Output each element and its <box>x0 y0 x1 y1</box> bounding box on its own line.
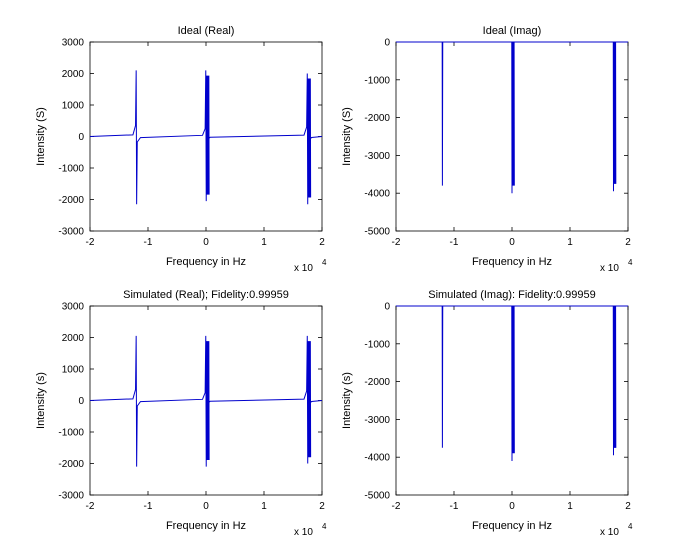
x-multiplier: x 10 <box>600 263 619 274</box>
y-axis-label: Intensity (s) <box>35 372 47 429</box>
y-tick-label: 0 <box>78 132 84 143</box>
y-axis-label: Intensity (S) <box>341 107 353 166</box>
y-tick-label: -2000 <box>364 113 390 124</box>
x-axis-label: Frequency in Hz <box>166 256 246 268</box>
chart-title: Ideal (Real) <box>178 25 235 37</box>
x-tick-label: 0 <box>509 501 515 512</box>
y-tick-label: -3000 <box>364 151 390 162</box>
y-tick-label: -4000 <box>364 453 390 464</box>
x-multiplier-exponent: 4 <box>322 258 327 267</box>
x-multiplier: x 10 <box>600 527 619 538</box>
chart-2: Ideal (Imag) -2 -1 0 1 2 0 -1000 -2000 -3000 -4000… <box>341 25 633 274</box>
x-tick-label: -2 <box>392 237 401 248</box>
x-multiplier: x 10 <box>294 527 313 538</box>
chart-4: Simulated (Imag): Fidelity:0.99959 -2 -1 0 1… <box>341 289 633 538</box>
y-tick-label: -3000 <box>364 415 390 426</box>
y-tick-label: -1000 <box>58 164 84 175</box>
x-tick-label: -2 <box>86 237 95 248</box>
y-axis-label: Intensity (S) <box>35 107 47 166</box>
x-tick-label: 1 <box>567 501 573 512</box>
y-tick-label: 0 <box>384 38 390 49</box>
x-axis-label: Frequency in Hz <box>472 256 552 268</box>
x-tick-label: -1 <box>450 501 459 512</box>
x-tick-label: 0 <box>509 237 515 248</box>
y-tick-label: -2000 <box>58 195 84 206</box>
y-tick-label: 2000 <box>62 69 85 80</box>
x-tick-label: 2 <box>319 501 325 512</box>
y-tick-label: -5000 <box>364 227 390 238</box>
chart-title: Ideal (Imag) <box>483 25 542 37</box>
y-tick-label: 3000 <box>62 302 85 313</box>
x-multiplier: x 10 <box>294 263 313 274</box>
x-tick-label: -1 <box>144 501 153 512</box>
y-tick-label: -1000 <box>364 339 390 350</box>
x-tick-label: 1 <box>261 237 267 248</box>
x-multiplier-exponent: 4 <box>322 522 327 531</box>
chart-3: Simulated (Real); Fidelity:0.99959 -2 -1 0 1… <box>35 289 327 538</box>
x-multiplier-exponent: 4 <box>628 522 633 531</box>
chart-title: Simulated (Imag): Fidelity:0.99959 <box>428 289 596 301</box>
y-tick-label: -1000 <box>364 75 390 86</box>
y-tick-label: -1000 <box>58 428 84 439</box>
y-tick-label: -3000 <box>58 491 84 502</box>
y-tick-label: 1000 <box>62 101 85 112</box>
x-tick-label: 0 <box>203 501 209 512</box>
y-tick-label: -3000 <box>58 227 84 238</box>
y-tick-label: -2000 <box>58 459 84 470</box>
series-line <box>396 41 628 194</box>
series-line <box>396 305 628 461</box>
y-tick-label: -5000 <box>364 491 390 502</box>
x-tick-label: 0 <box>203 237 209 248</box>
series-line <box>89 335 323 467</box>
x-tick-label: -2 <box>86 501 95 512</box>
x-tick-label: -1 <box>450 237 459 248</box>
y-tick-label: 1000 <box>62 365 85 376</box>
x-tick-label: 1 <box>261 501 267 512</box>
y-tick-label: 0 <box>384 302 390 313</box>
x-axis-label: Frequency in Hz <box>472 520 552 532</box>
x-tick-label: 2 <box>625 237 631 248</box>
y-axis-label: Intensity (s) <box>341 372 353 429</box>
x-tick-label: 2 <box>625 501 631 512</box>
x-tick-label: -1 <box>144 237 153 248</box>
x-tick-label: 2 <box>319 237 325 248</box>
chart-title: Simulated (Real); Fidelity:0.99959 <box>123 289 289 301</box>
y-tick-label: 3000 <box>62 38 85 49</box>
x-tick-label: 1 <box>567 237 573 248</box>
y-tick-label: -4000 <box>364 189 390 200</box>
x-axis-label: Frequency in Hz <box>166 520 246 532</box>
x-multiplier-exponent: 4 <box>628 258 633 267</box>
series-line <box>89 70 323 205</box>
chart-1: Ideal (Real) -2 -1 0 1 2 3000 2000 1000 0 -1000 -20… <box>35 25 327 274</box>
y-tick-label: 0 <box>78 396 84 407</box>
x-tick-label: -2 <box>392 501 401 512</box>
y-tick-label: 2000 <box>62 333 85 344</box>
y-tick-label: -2000 <box>364 377 390 388</box>
